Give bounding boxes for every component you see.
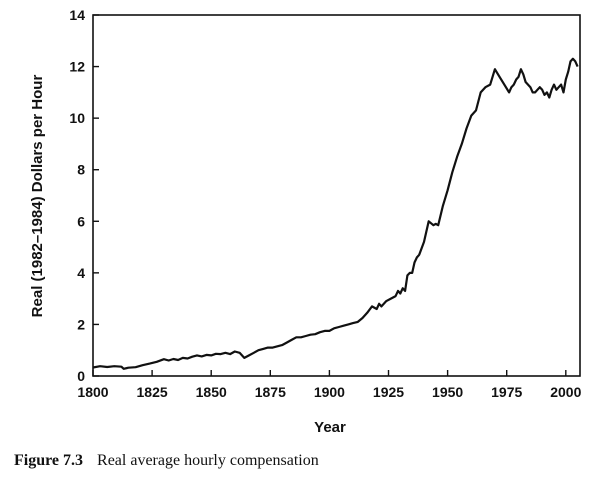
- y-tick-label: 2: [77, 316, 85, 332]
- y-tick-label: 6: [77, 213, 85, 229]
- x-tick-label: 1800: [77, 384, 108, 400]
- y-tick-label: 10: [69, 110, 85, 126]
- series-group: [92, 57, 579, 370]
- y-tick-label: 12: [69, 59, 85, 75]
- ticks-group: 1800 1825 1850 1875 1900 1925 1950 1975 2000 0 2 4 6…: [69, 7, 581, 400]
- y-tick-label: 8: [77, 162, 85, 178]
- x-tick-label: 2000: [550, 384, 581, 400]
- y-tick-label: 0: [77, 368, 85, 384]
- plot-frame: [92, 14, 581, 377]
- x-tick-label: 1825: [137, 384, 168, 400]
- x-tick-label: 1925: [373, 384, 404, 400]
- line-chart: 1800 1825 1850 1875 1900 1925 1950 1975 2000 0 2 4 6…: [29, 7, 582, 436]
- x-tick-label: 1950: [432, 384, 463, 400]
- x-axis-title: Year: [314, 419, 346, 436]
- y-tick-label: 14: [69, 7, 85, 23]
- x-tick-label: 1975: [491, 384, 522, 400]
- y-axis-title: Real (1982–1984) Dollars per Hour: [29, 75, 46, 318]
- figure-caption: Figure 7.3 Real average hourly compensati…: [14, 452, 319, 470]
- x-tick-label: 1850: [196, 384, 227, 400]
- x-tick-label: 1875: [255, 384, 286, 400]
- figure-number: Figure 7.3: [14, 452, 84, 469]
- x-tick-label: 1900: [314, 384, 345, 400]
- figure-caption-text: Real average hourly compensation: [97, 452, 319, 469]
- y-tick-label: 4: [77, 265, 85, 281]
- compensation-line: [92, 57, 579, 370]
- axes-group: [92, 14, 581, 377]
